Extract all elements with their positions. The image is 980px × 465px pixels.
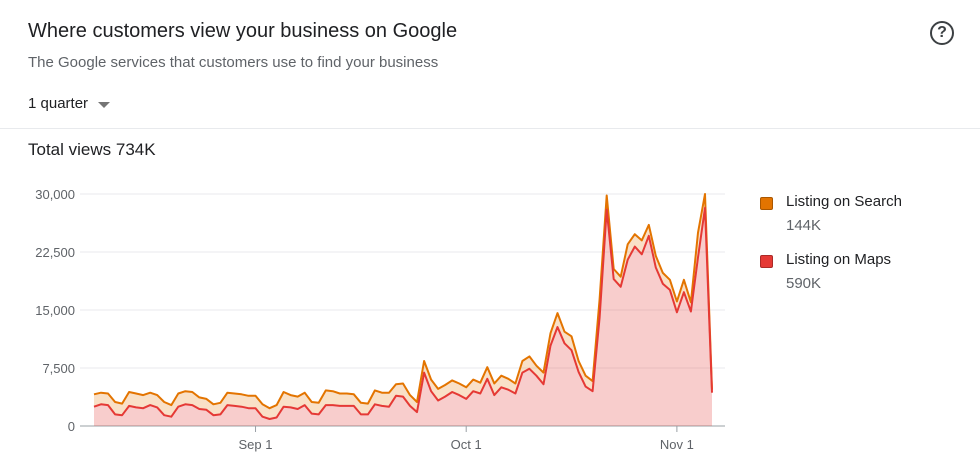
page-title: Where customers view your business on Go…: [28, 20, 458, 42]
legend-value-maps: 590K: [786, 275, 822, 292]
series-area-search: [94, 194, 712, 419]
help-circle-icon[interactable]: ?: [930, 21, 954, 45]
x-tick-label: Nov 1: [660, 437, 694, 452]
chevron-down-icon: [98, 101, 111, 108]
x-tick-label: Sep 1: [239, 437, 273, 452]
period-dropdown-label: 1 quarter: [28, 95, 89, 112]
y-tick-label: 15,000: [35, 303, 75, 318]
x-tick-label: Oct 1: [451, 437, 482, 452]
series-line-maps: [93, 206, 713, 420]
legend-label-maps: Listing on Maps: [786, 251, 892, 268]
divider: [0, 128, 980, 129]
legend-swatch-search: [760, 197, 773, 210]
period-dropdown[interactable]: 1 quarter: [28, 95, 111, 112]
y-tick-label: 0: [68, 419, 75, 434]
legend-label-search: Listing on Search: [786, 193, 902, 210]
y-tick-label: 30,000: [35, 187, 75, 202]
legend-swatch-maps: [760, 255, 773, 268]
series-line-search: [93, 193, 713, 410]
y-tick-label: 7,500: [42, 361, 75, 376]
page-subtitle: The Google services that customers use t…: [28, 54, 439, 71]
total-views: Total views 734K: [28, 140, 156, 159]
legend-value-search: 144K: [786, 217, 822, 234]
y-tick-label: 22,500: [35, 245, 75, 260]
series-area-maps: [94, 207, 712, 426]
